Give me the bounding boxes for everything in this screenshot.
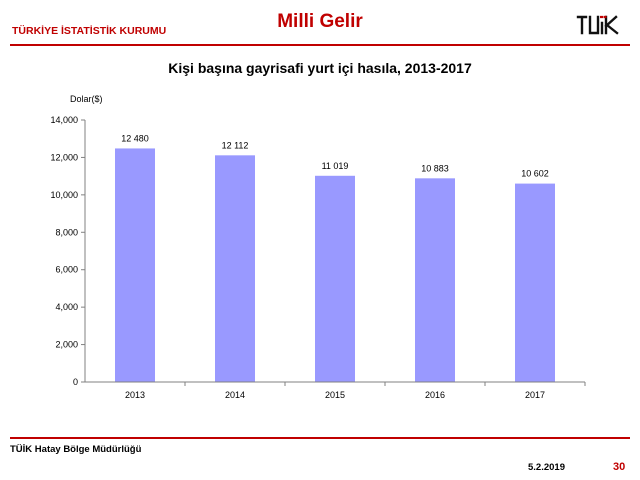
data-label: 12 480 — [121, 133, 149, 143]
y-tick-label: 0 — [73, 377, 78, 387]
y-tick-label: 4,000 — [55, 302, 78, 312]
data-label: 11 019 — [322, 161, 349, 171]
x-tick-label: 2017 — [525, 390, 545, 400]
y-tick-label: 14,000 — [50, 115, 78, 125]
y-tick-label: 8,000 — [55, 227, 78, 237]
y-tick-label: 10,000 — [50, 190, 78, 200]
bar-2013 — [115, 148, 155, 382]
footer-date: 5.2.2019 — [528, 462, 565, 473]
data-label: 10 883 — [421, 163, 449, 173]
x-tick-label: 2013 — [125, 390, 145, 400]
y-axis-label: Dolar($) — [70, 94, 103, 104]
x-tick-label: 2016 — [425, 390, 445, 400]
y-tick-label: 12,000 — [50, 152, 78, 162]
header-rule — [10, 44, 630, 46]
footer-rule — [10, 437, 630, 439]
org-name: TÜRKİYE İSTATİSTİK KURUMU — [12, 25, 167, 37]
bar-2014 — [215, 155, 255, 382]
data-label: 10 602 — [521, 169, 549, 179]
y-tick-label: 2,000 — [55, 340, 78, 350]
chart-title: Kişi başına gayrisafi yurt içi hasıla, 2… — [168, 60, 472, 76]
data-label: 12 112 — [222, 140, 249, 150]
bar-2016 — [415, 178, 455, 382]
section-title: Milli Gelir — [277, 11, 363, 32]
x-tick-label: 2015 — [325, 390, 345, 400]
page-number: 30 — [613, 461, 626, 473]
bar-2015 — [315, 175, 355, 382]
y-tick-label: 6,000 — [55, 265, 78, 275]
bar-2017 — [515, 183, 555, 382]
footer-office: TÜİK Hatay Bölge Müdürlüğü — [10, 444, 142, 455]
x-tick-label: 2014 — [225, 390, 245, 400]
tuik-logo-icon — [576, 15, 619, 35]
